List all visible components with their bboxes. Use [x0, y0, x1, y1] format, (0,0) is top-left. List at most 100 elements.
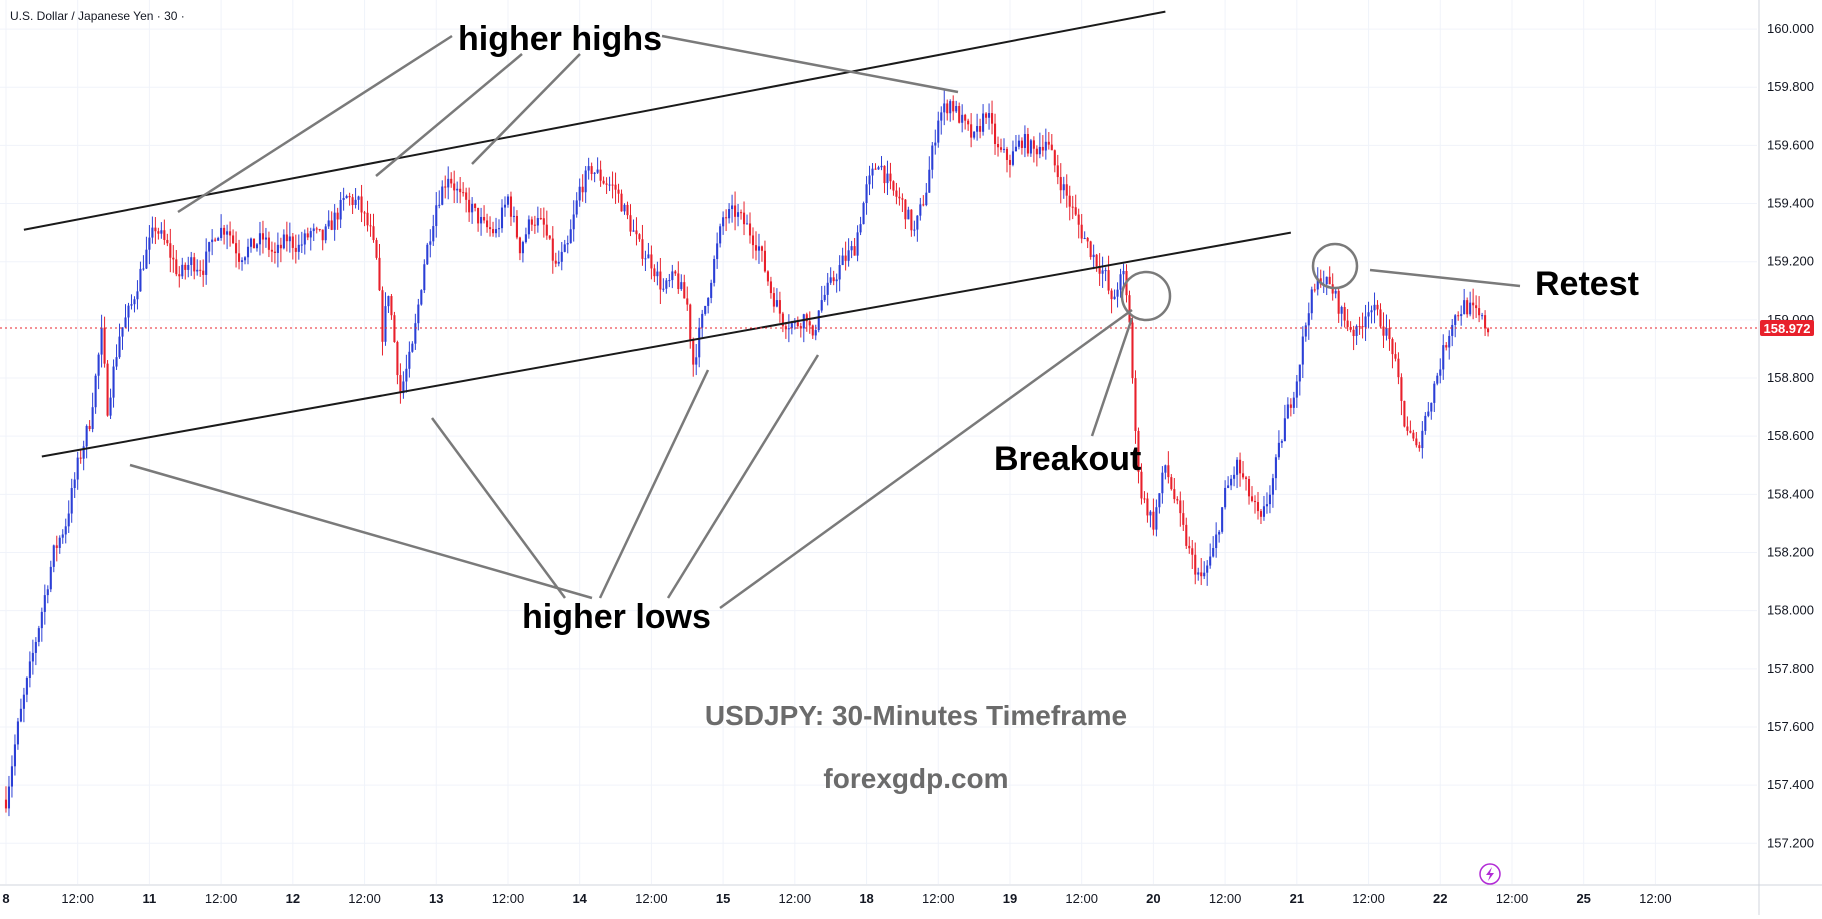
candle-up [1370, 310, 1373, 313]
candle-down [548, 235, 551, 239]
time-tick-label: 14 [572, 891, 587, 906]
price-tick-label: 157.800 [1767, 661, 1814, 676]
candle-up [1209, 556, 1212, 566]
candle-up [787, 328, 790, 330]
candle-up [1212, 548, 1215, 557]
candle-up [58, 537, 61, 548]
candle-up [838, 265, 841, 280]
candle-down [904, 199, 907, 220]
candle-down [166, 239, 169, 244]
candle-down [1176, 499, 1179, 501]
candle-down [832, 277, 835, 282]
time-axis[interactable]: 8 12:00 11 12:00 12 12:00 13 12:00 14 12:00 15 12:0… [2, 891, 1671, 906]
candle-down [270, 249, 273, 252]
candle-up [1442, 345, 1445, 370]
candle-up [644, 258, 647, 260]
candles [4, 89, 1490, 817]
candle-up [608, 184, 611, 186]
candle-down [799, 326, 802, 329]
candle-up [578, 186, 581, 201]
candle-down [946, 103, 949, 114]
candle-up [342, 197, 345, 200]
candle-down [214, 239, 217, 241]
candle-up [145, 249, 148, 269]
candle-up [187, 264, 190, 270]
candle-up [357, 196, 360, 200]
candle-down [985, 113, 988, 118]
candle-down [1191, 548, 1194, 555]
time-tick-label: 20 [1146, 891, 1160, 906]
candle-down [1337, 290, 1340, 314]
candle-up [133, 299, 136, 305]
candle-up [1113, 296, 1116, 300]
candle-up [862, 203, 865, 225]
candle-down [1382, 326, 1385, 336]
candle-down [892, 181, 895, 191]
candle-up [339, 199, 342, 220]
candle-down [1409, 430, 1412, 433]
candle-down [1131, 322, 1134, 379]
candle-down [1143, 498, 1146, 500]
candle-up [1355, 326, 1358, 337]
candle-down [874, 168, 877, 170]
candle-up [420, 290, 423, 305]
candle-down [1475, 305, 1478, 309]
candle-down [157, 231, 160, 234]
candle-down [252, 238, 256, 249]
candle-up [704, 305, 707, 314]
candle-down [1361, 326, 1364, 328]
candle-up [124, 317, 127, 328]
candle-up [865, 184, 868, 204]
candle-up [1304, 325, 1307, 337]
candle-down [599, 169, 602, 181]
time-tick-label: 12:00 [1496, 891, 1529, 906]
candle-down [605, 183, 608, 185]
candle-up [1206, 565, 1209, 573]
lightning-icon[interactable] [1479, 863, 1501, 885]
candle-up [829, 277, 832, 283]
candle-up [1454, 315, 1457, 325]
candle-down [193, 257, 196, 272]
candle-down [1173, 489, 1176, 500]
candle-down [778, 300, 781, 314]
candle-up [160, 230, 163, 234]
candle-down [103, 327, 106, 364]
candle-down [1412, 432, 1415, 439]
annotation-circles [1120, 242, 1359, 322]
candle-up [10, 766, 13, 787]
candle-down [450, 178, 453, 184]
time-tick-label: 12:00 [492, 891, 525, 906]
candle-down [1358, 326, 1361, 328]
candle-down [999, 147, 1003, 150]
retest-circle [1311, 242, 1359, 290]
candle-down [261, 233, 264, 240]
candle-up [802, 314, 805, 329]
candle-up [701, 313, 704, 328]
candle-down [1200, 572, 1203, 577]
candle-down [444, 186, 447, 188]
candle-down [763, 250, 766, 272]
candle-down [1140, 471, 1143, 499]
candle-down [725, 217, 728, 219]
candle-down [1484, 315, 1487, 329]
candle-up [384, 306, 387, 342]
candle-down [1397, 358, 1400, 378]
candle-up [847, 250, 850, 261]
candle-up [49, 566, 52, 590]
candle-up [447, 178, 450, 188]
candle-up [211, 239, 214, 243]
candle-down [330, 220, 333, 230]
candle-up [288, 236, 291, 242]
candle-up [916, 215, 919, 230]
candle-down [348, 196, 351, 198]
candle-down [922, 204, 925, 206]
time-tick-label: 15 [716, 891, 730, 906]
candle-up [414, 323, 417, 344]
price-axis[interactable]: 160.000159.800159.600159.400159.200159.0… [1767, 21, 1814, 850]
candle-up [190, 257, 193, 265]
annotation-pointer [598, 369, 710, 599]
candle-up [1218, 531, 1221, 535]
candle-up [1340, 307, 1343, 314]
candle-up [1448, 335, 1451, 348]
